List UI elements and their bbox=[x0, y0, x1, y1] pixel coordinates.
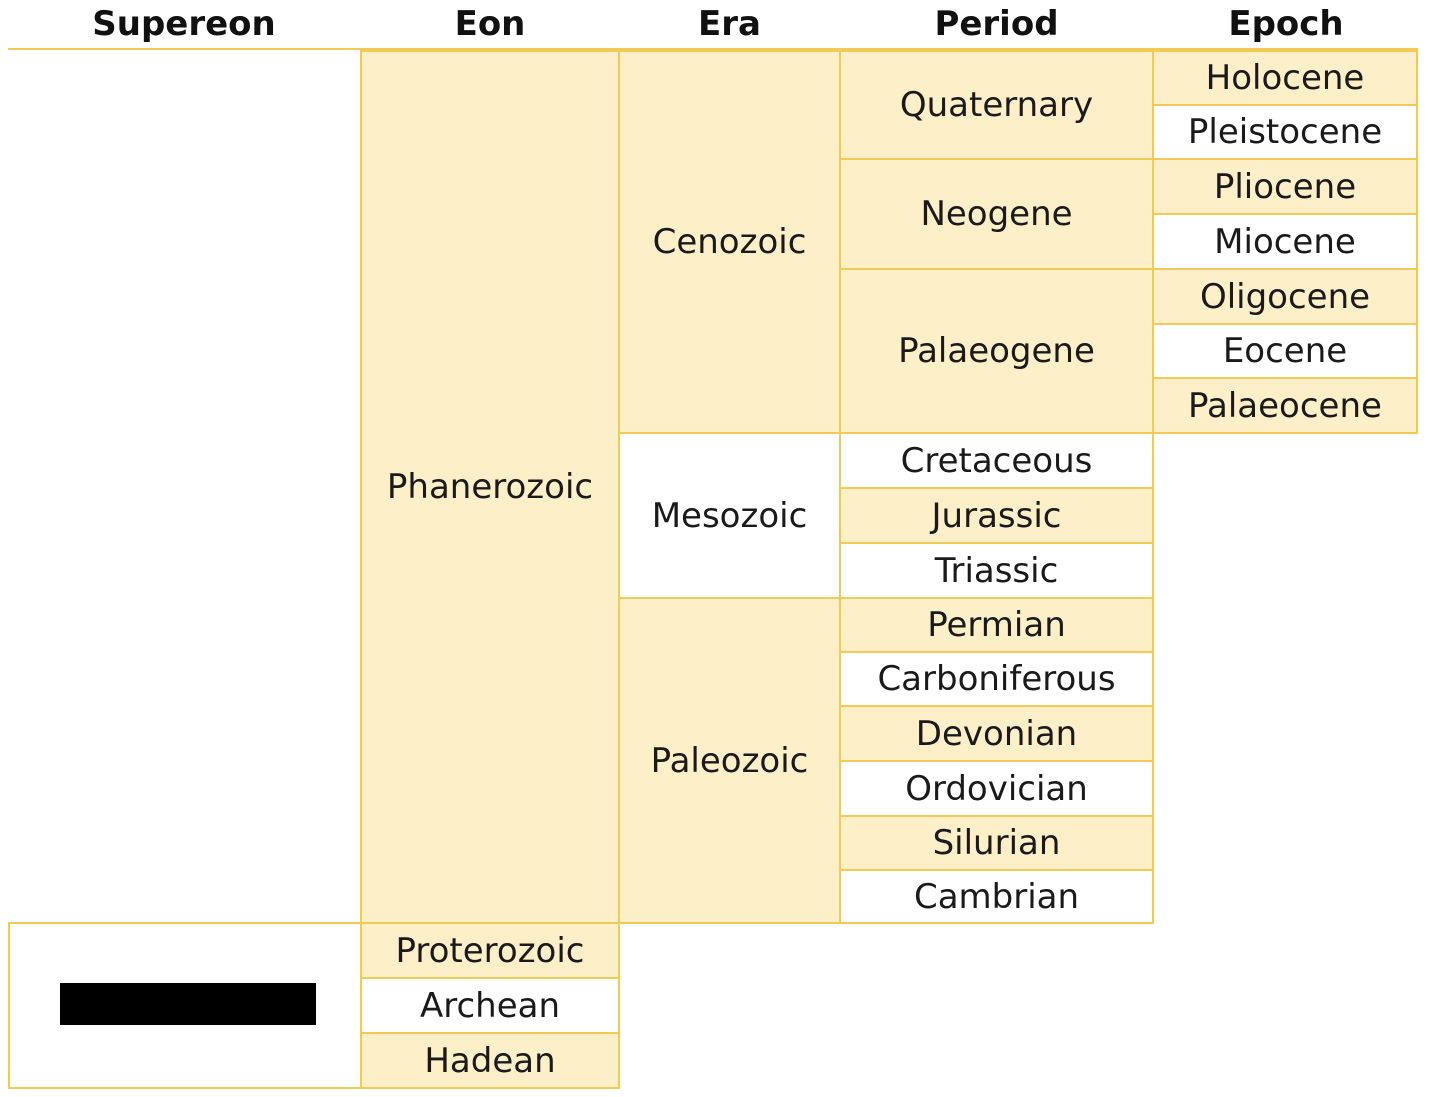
header-period: Period bbox=[934, 4, 1059, 44]
header-era: Era bbox=[698, 4, 761, 44]
eon-proterozoic: Proterozoic bbox=[360, 922, 620, 979]
era-cenozoic: Cenozoic bbox=[618, 50, 841, 434]
header-eon: Eon bbox=[454, 4, 526, 44]
period-devonian: Devonian bbox=[839, 705, 1154, 762]
header-epoch: Epoch bbox=[1228, 4, 1344, 44]
period-silurian: Silurian bbox=[839, 815, 1154, 871]
epoch-pliocene: Pliocene bbox=[1152, 158, 1418, 215]
era-mesozoic: Mesozoic bbox=[618, 432, 841, 599]
epoch-eocene: Eocene bbox=[1152, 323, 1418, 379]
period-carboniferous: Carboniferous bbox=[839, 651, 1154, 707]
period-jurassic: Jurassic bbox=[839, 487, 1154, 544]
epoch-palaeocene: Palaeocene bbox=[1152, 377, 1418, 434]
period-palaeogene: Palaeogene bbox=[839, 268, 1154, 434]
epoch-oligocene: Oligocene bbox=[1152, 268, 1418, 325]
epoch-holocene: Holocene bbox=[1152, 50, 1418, 106]
period-cambrian: Cambrian bbox=[839, 869, 1154, 924]
era-paleozoic: Paleozoic bbox=[618, 597, 841, 924]
epoch-miocene: Miocene bbox=[1152, 213, 1418, 270]
period-neogene: Neogene bbox=[839, 158, 1154, 270]
header-supereon: Supereon bbox=[92, 4, 276, 44]
header-divider bbox=[8, 48, 1418, 50]
eon-hadean: Hadean bbox=[360, 1032, 620, 1089]
period-cretaceous: Cretaceous bbox=[839, 432, 1154, 489]
epoch-pleistocene: Pleistocene bbox=[1152, 104, 1418, 160]
period-triassic: Triassic bbox=[839, 542, 1154, 599]
redaction-bar bbox=[60, 983, 316, 1025]
period-quaternary: Quaternary bbox=[839, 50, 1154, 160]
eon-phanerozoic: Phanerozoic bbox=[360, 50, 620, 924]
eon-archean: Archean bbox=[360, 977, 620, 1034]
period-ordovician: Ordovician bbox=[839, 760, 1154, 817]
period-permian: Permian bbox=[839, 597, 1154, 653]
